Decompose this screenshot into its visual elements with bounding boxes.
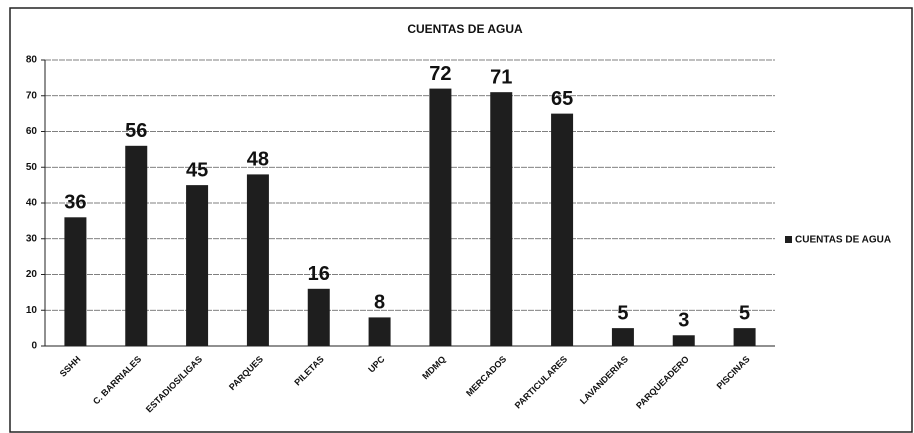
data-label: 5: [617, 302, 628, 324]
data-label: 3: [678, 310, 689, 332]
data-label: 72: [429, 63, 451, 85]
x-tick-label: PARQUEADERO: [634, 354, 691, 411]
y-tick-label: 0: [31, 341, 37, 352]
bar: [307, 288, 330, 346]
data-label: 56: [125, 120, 147, 142]
x-tick-label: LAVANDERIAS: [578, 354, 630, 406]
y-tick-label: 10: [26, 305, 38, 316]
y-tick-label: 20: [26, 269, 38, 280]
y-tick-label: 30: [26, 233, 38, 244]
x-tick-label: MERCADOS: [464, 354, 508, 398]
bar: [246, 174, 269, 346]
y-tick-label: 50: [26, 162, 38, 173]
data-label: 16: [308, 263, 330, 285]
y-tick-label: 60: [26, 126, 38, 137]
bar: [672, 335, 695, 346]
bar: [368, 317, 391, 346]
data-label: 48: [247, 149, 269, 171]
x-tick-label: UPC: [366, 354, 387, 375]
bar: [429, 88, 452, 346]
x-tick-label: PARTICULARES: [513, 354, 569, 410]
data-label: 5: [739, 302, 750, 324]
legend-swatch: [785, 236, 792, 243]
data-label: 36: [64, 192, 86, 214]
x-tick-label: SSHH: [58, 354, 83, 379]
bar: [64, 217, 87, 346]
x-tick-label: PARQUES: [227, 354, 265, 392]
chart-frame: [9, 7, 913, 433]
bar: [490, 92, 513, 346]
x-tick-label: PISCINAS: [715, 354, 752, 391]
data-label: 71: [490, 66, 512, 88]
y-tick-label: 80: [26, 55, 38, 66]
y-tick-label: 40: [26, 198, 38, 209]
data-label: 65: [551, 88, 573, 110]
data-label: 8: [374, 292, 385, 314]
bar: [551, 113, 574, 346]
y-tick-label: 70: [26, 90, 38, 101]
bar: [125, 145, 148, 346]
x-tick-label: PILETAS: [292, 354, 325, 387]
x-tick-label: MDMQ: [420, 354, 447, 381]
bar: [186, 185, 209, 346]
x-tick-label: C. BARRIALES: [91, 354, 143, 406]
bar: [611, 328, 634, 346]
x-tick-label: ESTADIOS/LIGAS: [144, 354, 204, 414]
bar: [733, 328, 756, 346]
legend-label: CUENTAS DE AGUA: [795, 235, 891, 246]
data-label: 45: [186, 159, 208, 181]
chart-title: CUENTAS DE AGUA: [407, 22, 523, 36]
